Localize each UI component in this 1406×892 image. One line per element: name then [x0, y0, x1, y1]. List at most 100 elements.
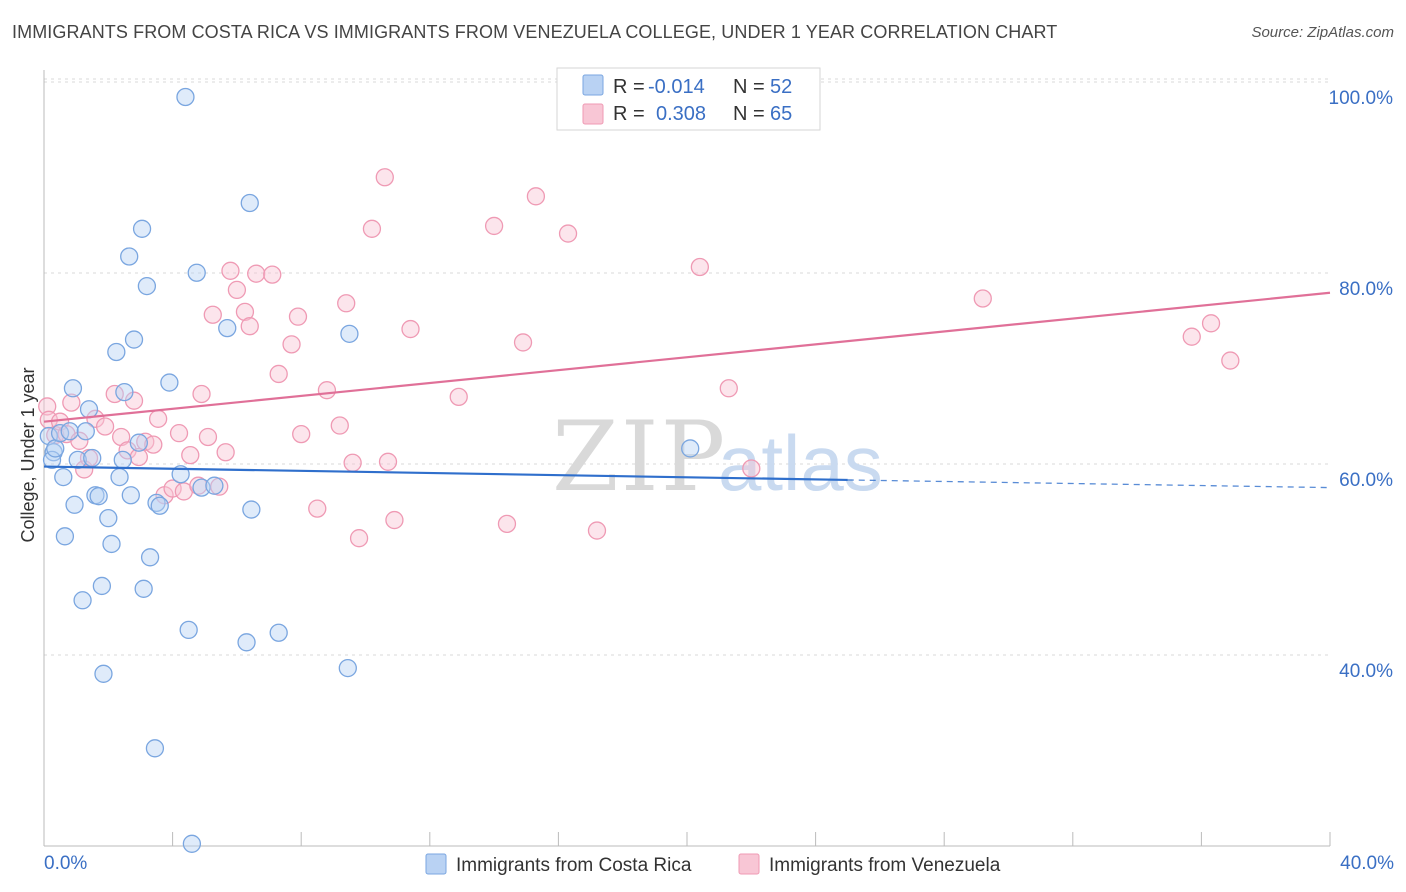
point-venezuela: [973, 289, 992, 308]
point-venezuela: [349, 529, 369, 548]
point-venezuela: [282, 335, 301, 354]
point-costa-rica: [54, 467, 73, 487]
point-venezuela: [690, 257, 710, 277]
point-costa-rica: [145, 739, 165, 758]
watermark: ZIP atlas: [552, 401, 883, 513]
point-venezuela: [62, 393, 81, 412]
x-tick-marks: [172, 832, 1331, 846]
point-costa-rica: [46, 439, 65, 458]
point-venezuela: [181, 445, 200, 465]
point-costa-rica: [237, 633, 256, 652]
point-venezuela: [148, 409, 168, 428]
point-costa-rica: [150, 496, 169, 515]
point-costa-rica: [269, 623, 288, 642]
point-costa-rica: [240, 193, 259, 213]
stats-r-value-venezuela: 0.308: [656, 103, 706, 125]
point-venezuela: [189, 476, 208, 495]
stats-legend: R = -0.014 N = 52 R = 0.308 N = 65: [556, 67, 821, 131]
point-costa-rica: [179, 620, 198, 640]
x-tick-label-min: 0.0%: [44, 853, 87, 874]
y-tick-labels: 40.0% 60.0% 80.0% 100.0%: [1329, 88, 1394, 682]
stats-n-label-costa-rica: N =: [733, 76, 765, 98]
point-costa-rica: [242, 500, 261, 519]
point-costa-rica: [94, 664, 113, 683]
point-costa-rica: [187, 263, 206, 282]
grid: [44, 78, 1330, 656]
stats-n-value-costa-rica: 52: [770, 76, 792, 98]
point-venezuela: [375, 168, 394, 187]
x-tick-label-max: 40.0%: [1340, 853, 1394, 874]
legend-label-costa-rica: Immigrants from Costa Rica: [456, 855, 692, 876]
stats-swatch-costa-rica: [582, 74, 604, 96]
y-tick-label: 40.0%: [1339, 661, 1393, 682]
point-venezuela: [337, 294, 356, 313]
point-costa-rica: [182, 834, 202, 853]
point-venezuela: [497, 514, 517, 534]
point-costa-rica: [99, 509, 118, 528]
point-costa-rica: [92, 576, 112, 596]
chart-source: Source: ZipAtlas.com: [1251, 24, 1394, 41]
point-venezuela: [227, 280, 247, 300]
point-venezuela: [247, 264, 266, 283]
point-venezuela: [38, 397, 57, 416]
point-costa-rica: [176, 87, 195, 107]
point-venezuela: [513, 333, 533, 352]
point-venezuela: [385, 510, 404, 530]
point-venezuela: [317, 381, 337, 400]
point-venezuela: [288, 307, 308, 326]
point-venezuela: [401, 319, 420, 339]
point-venezuela: [240, 317, 259, 336]
point-costa-rica: [55, 527, 75, 546]
point-venezuela: [484, 216, 504, 236]
point-costa-rica: [340, 324, 359, 343]
point-costa-rica: [681, 439, 700, 458]
chart-title: IMMIGRANTS FROM COSTA RICA VS IMMIGRANTS…: [12, 22, 1058, 42]
stats-swatch-venezuela: [582, 103, 604, 125]
point-venezuela: [362, 219, 382, 238]
stats-n-value-venezuela: 65: [770, 103, 792, 125]
stats-r-value-costa-rica: -0.014: [648, 76, 705, 98]
point-costa-rica: [68, 450, 87, 470]
point-venezuela: [292, 424, 311, 444]
y-axis-label: College, Under 1 year: [18, 367, 38, 542]
point-venezuela: [263, 265, 282, 284]
point-costa-rica: [63, 379, 83, 398]
point-costa-rica: [134, 579, 153, 598]
point-costa-rica: [121, 486, 140, 505]
point-costa-rica: [89, 487, 108, 506]
point-costa-rica: [110, 467, 129, 487]
point-costa-rica: [120, 247, 139, 266]
legend-swatch-costa-rica: [425, 853, 447, 875]
point-costa-rica: [140, 548, 160, 567]
point-venezuela: [144, 435, 163, 454]
point-venezuela: [378, 452, 398, 471]
point-venezuela: [558, 224, 578, 243]
point-venezuela: [198, 427, 218, 447]
point-venezuela: [95, 417, 115, 436]
point-costa-rica: [73, 591, 92, 610]
trend-line-costa-rica: [43, 465, 848, 482]
trend-line-costa-rica-projection: [847, 479, 1331, 489]
y-tick-label: 100.0%: [1329, 88, 1394, 109]
stats-n-label-venezuela: N =: [733, 103, 765, 125]
point-costa-rica: [124, 330, 144, 349]
point-venezuela: [1182, 327, 1201, 346]
point-venezuela: [1221, 351, 1240, 370]
point-venezuela: [70, 431, 89, 450]
stats-r-label-venezuela: R =: [613, 103, 645, 125]
point-costa-rica: [137, 276, 157, 296]
point-venezuela: [221, 261, 240, 280]
watermark-zip: ZIP: [552, 401, 727, 513]
y-tick-label: 60.0%: [1339, 470, 1393, 491]
point-venezuela: [308, 499, 327, 518]
point-venezuela: [526, 187, 546, 206]
point-venezuela: [449, 387, 468, 407]
y-tick-label: 80.0%: [1339, 279, 1393, 300]
point-costa-rica: [60, 422, 79, 441]
point-venezuela: [235, 302, 255, 322]
legend-swatch-venezuela: [738, 853, 760, 875]
point-costa-rica: [132, 219, 152, 238]
point-venezuela: [163, 479, 182, 498]
watermark-atlas: atlas: [718, 419, 883, 507]
